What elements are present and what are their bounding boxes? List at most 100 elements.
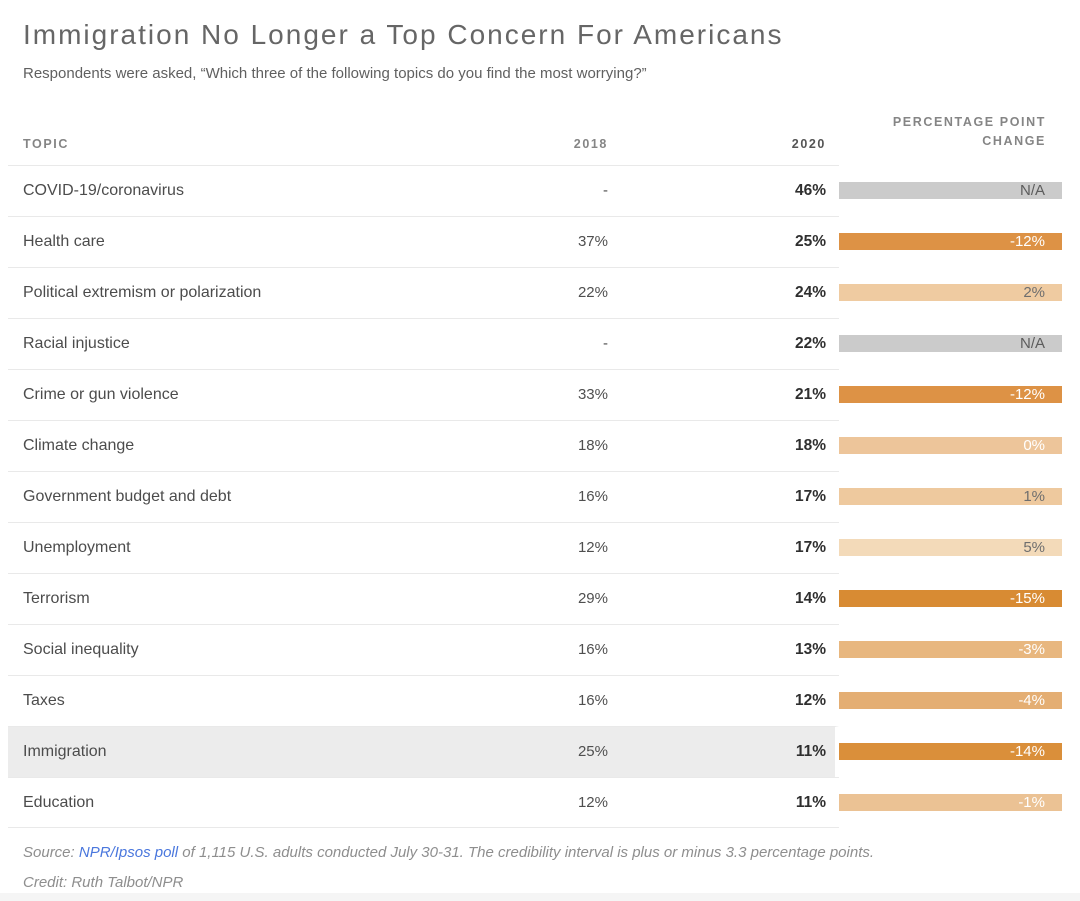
table-row: Racial injustice - 22% N/A bbox=[8, 317, 1062, 369]
table-row: Social inequality 16% 13% -3% bbox=[8, 623, 1062, 675]
table-row: Terrorism 29% 14% -15% bbox=[8, 572, 1062, 624]
row-spacer bbox=[826, 725, 839, 777]
table-row: Health care 37% 25% -12% bbox=[8, 215, 1062, 267]
change-cell: N/A bbox=[839, 165, 1062, 216]
change-value-badge: 0% bbox=[839, 436, 1062, 454]
change-cell: -3% bbox=[839, 624, 1062, 675]
value-2018-cell: 37% bbox=[418, 215, 608, 267]
value-2020-cell: 11% bbox=[608, 776, 826, 828]
change-value-badge: -12% bbox=[839, 385, 1062, 403]
value-2018-cell: 25% bbox=[418, 725, 608, 777]
table-row: Unemployment 12% 17% 5% bbox=[8, 521, 1062, 573]
change-cell: -14% bbox=[839, 726, 1062, 777]
change-value-badge: -14% bbox=[839, 742, 1062, 760]
topic-cell: Political extremism or polarization bbox=[8, 266, 418, 318]
table-row: Crime or gun violence 33% 21% -12% bbox=[8, 368, 1062, 420]
row-spacer bbox=[826, 572, 839, 624]
source-rest: of 1,115 U.S. adults conducted July 30-3… bbox=[178, 843, 875, 861]
value-2020-cell: 17% bbox=[608, 470, 826, 522]
change-value-badge: N/A bbox=[839, 334, 1062, 352]
row-spacer bbox=[826, 419, 839, 471]
row-spacer bbox=[826, 215, 839, 267]
column-header-change-line2: CHANGE bbox=[982, 133, 1046, 148]
topic-cell: Social inequality bbox=[8, 623, 418, 675]
column-header-2020: 2020 bbox=[791, 136, 826, 151]
bottom-strip bbox=[0, 893, 1080, 901]
row-spacer bbox=[826, 317, 839, 369]
topic-cell: Racial injustice bbox=[8, 317, 418, 369]
column-header-2018: 2018 bbox=[573, 136, 608, 151]
table-row: COVID-19/coronavirus - 46% N/A bbox=[8, 164, 1062, 216]
change-value-badge: 1% bbox=[839, 487, 1062, 505]
topic-cell: Education bbox=[8, 776, 418, 828]
column-header-change-line1: PERCENTAGE POINT bbox=[892, 115, 1046, 129]
value-2018-cell: 16% bbox=[418, 470, 608, 522]
value-2018-cell: - bbox=[418, 317, 608, 369]
page-title: Immigration No Longer a Top Concern For … bbox=[23, 19, 784, 50]
table-header-row: TOPIC 2018 2020 PERCENTAGE POINT CHANGE bbox=[8, 113, 1062, 165]
topic-cell: Government budget and debt bbox=[8, 470, 418, 522]
change-value-badge: 2% bbox=[839, 283, 1062, 301]
topic-cell: Health care bbox=[8, 215, 418, 267]
value-2020-cell: 21% bbox=[608, 368, 826, 420]
value-2020-cell: 18% bbox=[608, 419, 826, 471]
value-2020-cell: 12% bbox=[608, 674, 826, 726]
change-cell: 0% bbox=[839, 420, 1062, 471]
source-link[interactable]: NPR/Ipsos poll bbox=[78, 843, 179, 861]
value-2018-cell: 16% bbox=[418, 674, 608, 726]
page-subtitle: Respondents were asked, “Which three of … bbox=[23, 65, 647, 82]
table-row: Political extremism or polarization 22% … bbox=[8, 266, 1062, 318]
change-value-badge: 5% bbox=[839, 538, 1062, 556]
column-header-change: PERCENTAGE POINT CHANGE bbox=[826, 113, 1062, 151]
topic-cell: Unemployment bbox=[8, 521, 418, 573]
table-row: Immigration 25% 11% -14% bbox=[8, 725, 1062, 777]
value-2020-cell: 24% bbox=[608, 266, 826, 318]
change-value-badge: N/A bbox=[839, 181, 1062, 199]
topic-cell: COVID-19/coronavirus bbox=[8, 164, 418, 216]
row-spacer bbox=[826, 776, 839, 828]
change-cell: -1% bbox=[839, 777, 1062, 828]
row-spacer bbox=[826, 266, 839, 318]
change-cell: -4% bbox=[839, 675, 1062, 726]
value-2018-cell: 12% bbox=[418, 521, 608, 573]
table-row: Education 12% 11% -1% bbox=[8, 776, 1062, 828]
change-cell: -15% bbox=[839, 573, 1062, 624]
change-value-badge: -12% bbox=[839, 232, 1062, 250]
column-header-topic: TOPIC bbox=[23, 136, 69, 151]
source-line: Source: NPR/Ipsos poll of 1,115 U.S. adu… bbox=[23, 844, 1062, 861]
change-value-badge: -15% bbox=[839, 589, 1062, 607]
row-spacer bbox=[826, 470, 839, 522]
value-2020-cell: 22% bbox=[608, 317, 826, 369]
value-2018-cell: 22% bbox=[418, 266, 608, 318]
table-row: Climate change 18% 18% 0% bbox=[8, 419, 1062, 471]
value-2018-cell: 33% bbox=[418, 368, 608, 420]
topic-cell: Immigration bbox=[8, 725, 418, 777]
value-2020-cell: 25% bbox=[608, 215, 826, 267]
value-2020-cell: 14% bbox=[608, 572, 826, 624]
value-2018-cell: 29% bbox=[418, 572, 608, 624]
row-spacer bbox=[826, 164, 839, 216]
table-body: COVID-19/coronavirus - 46% N/A Health ca… bbox=[8, 164, 1062, 828]
change-cell: 1% bbox=[839, 471, 1062, 522]
value-2020-cell: 11% bbox=[608, 725, 826, 777]
source-prefix: Source: bbox=[23, 843, 79, 861]
row-spacer bbox=[826, 368, 839, 420]
value-2020-cell: 17% bbox=[608, 521, 826, 573]
credit-line: Credit: Ruth Talbot/NPR bbox=[23, 873, 184, 891]
change-cell: 5% bbox=[839, 522, 1062, 573]
value-2018-cell: 12% bbox=[418, 776, 608, 828]
change-cell: -12% bbox=[839, 216, 1062, 267]
change-value-badge: -1% bbox=[839, 793, 1062, 811]
value-2018-cell: - bbox=[418, 164, 608, 216]
table-row: Government budget and debt 16% 17% 1% bbox=[8, 470, 1062, 522]
row-spacer bbox=[826, 674, 839, 726]
change-value-badge: -3% bbox=[839, 640, 1062, 658]
change-cell: 2% bbox=[839, 267, 1062, 318]
topic-cell: Terrorism bbox=[8, 572, 418, 624]
value-2018-cell: 16% bbox=[418, 623, 608, 675]
value-2018-cell: 18% bbox=[418, 419, 608, 471]
topic-cell: Taxes bbox=[8, 674, 418, 726]
topic-cell: Climate change bbox=[8, 419, 418, 471]
change-cell: N/A bbox=[839, 318, 1062, 369]
